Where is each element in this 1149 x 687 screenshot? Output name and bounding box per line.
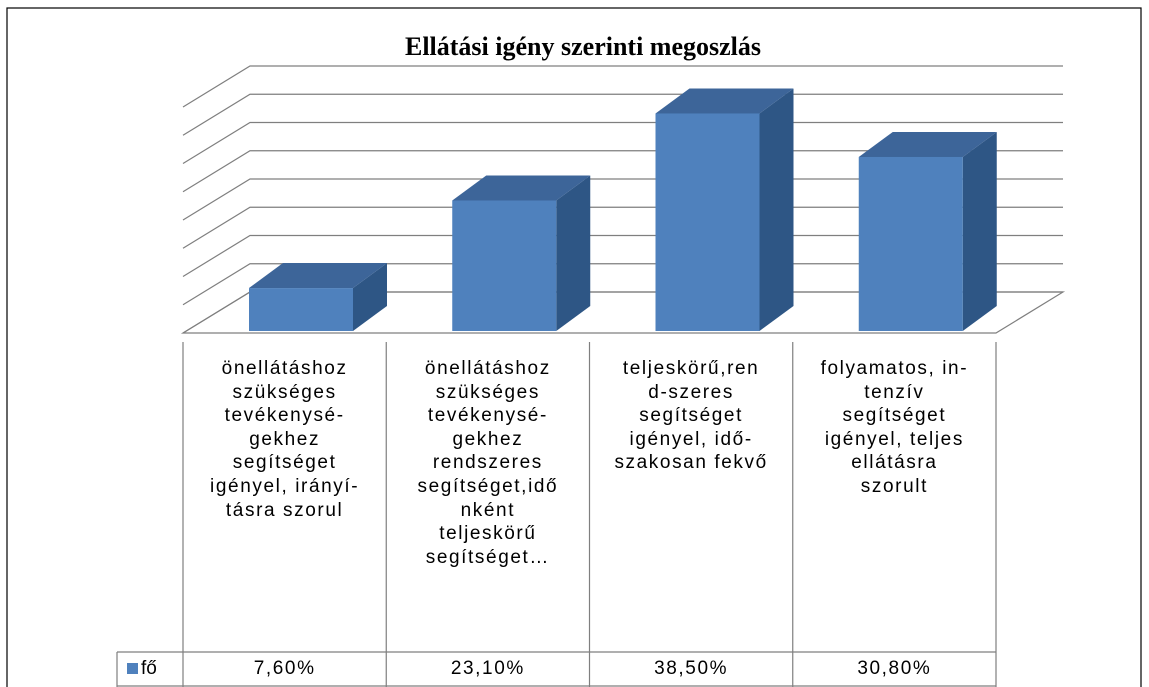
grid-line <box>182 93 1063 136</box>
x-tick-label: folyamatos, in- tenzív segítséget igénye… <box>820 358 969 497</box>
x-tick-label: önellátáshoz szükséges tevékenysé- gekhe… <box>417 358 559 568</box>
bar-top <box>452 175 591 201</box>
bar <box>858 156 963 331</box>
bar-top <box>249 263 387 289</box>
x-tick-label: önellátáshoz szükséges tevékenysé- gekhe… <box>210 358 360 521</box>
bar <box>249 288 353 331</box>
bar-top <box>655 88 794 114</box>
legend-label: fő <box>141 658 157 679</box>
x-tick-label: teljeskörű,ren d-szeres segítséget igény… <box>614 358 768 474</box>
bar <box>452 200 557 331</box>
data-label: 7,60% <box>254 658 316 679</box>
bar-side <box>759 88 794 331</box>
bar-side <box>353 263 387 331</box>
bar-side <box>556 175 591 331</box>
data-label: 23,10% <box>451 658 525 679</box>
data-label: 30,80% <box>857 658 931 679</box>
legend-swatch <box>127 663 138 674</box>
grid-line <box>182 65 1063 108</box>
chart-frame <box>6 7 1142 687</box>
bar <box>655 113 760 331</box>
chart-title: Ellátási igény szerinti megoszlás <box>405 32 761 61</box>
bar-side <box>962 131 997 331</box>
data-label: 38,50% <box>654 658 728 679</box>
bar-top <box>858 131 997 157</box>
